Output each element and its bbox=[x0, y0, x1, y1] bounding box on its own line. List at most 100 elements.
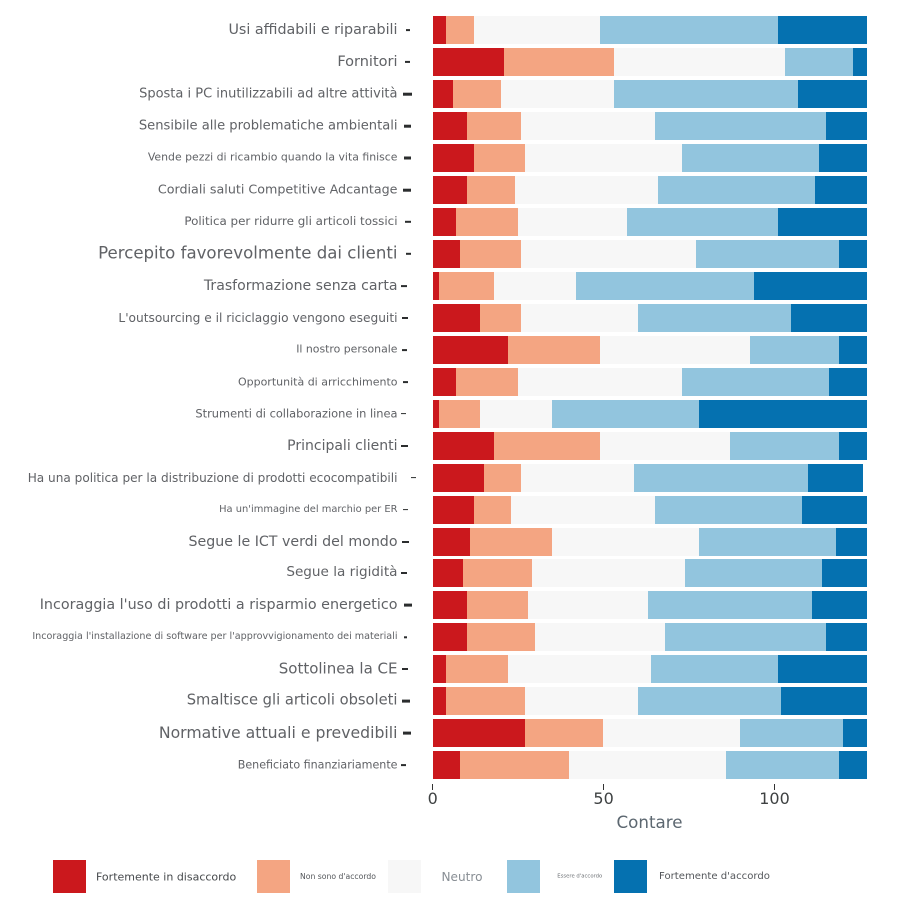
bar-segment[interactable] bbox=[740, 719, 843, 748]
bar-segment[interactable] bbox=[432, 719, 525, 748]
bar-segment[interactable] bbox=[524, 687, 638, 716]
bar-segment[interactable] bbox=[456, 208, 518, 236]
bar-segment[interactable] bbox=[517, 208, 628, 236]
bar-segment[interactable] bbox=[473, 144, 525, 173]
bar-segment[interactable] bbox=[599, 335, 751, 364]
bar-segment[interactable] bbox=[432, 176, 467, 205]
bar-segment[interactable] bbox=[494, 431, 600, 460]
bar-segment[interactable] bbox=[432, 80, 453, 109]
bar-segment[interactable] bbox=[466, 176, 515, 205]
bar-segment[interactable] bbox=[637, 687, 782, 716]
bar-segment[interactable] bbox=[446, 16, 474, 45]
bar-segment[interactable] bbox=[446, 655, 508, 684]
bar-segment[interactable] bbox=[432, 208, 457, 236]
bar-segment[interactable] bbox=[432, 271, 440, 300]
bar-segment[interactable] bbox=[439, 271, 495, 300]
bar-segment[interactable] bbox=[808, 463, 864, 492]
bar-segment[interactable] bbox=[480, 399, 553, 428]
bar-segment[interactable] bbox=[815, 176, 867, 205]
bar-segment[interactable] bbox=[811, 591, 867, 620]
bar-segment[interactable] bbox=[685, 559, 823, 588]
bar-segment[interactable] bbox=[521, 303, 638, 332]
bar-segment[interactable] bbox=[466, 591, 529, 620]
bar-segment[interactable] bbox=[432, 239, 460, 268]
bar-segment[interactable] bbox=[456, 367, 518, 396]
bar-segment[interactable] bbox=[726, 751, 840, 780]
bar-segment[interactable] bbox=[483, 463, 522, 492]
bar-segment[interactable] bbox=[432, 144, 474, 173]
bar-segment[interactable] bbox=[839, 431, 867, 460]
bar-segment[interactable] bbox=[569, 751, 727, 780]
bar-segment[interactable] bbox=[750, 335, 840, 364]
bar-segment[interactable] bbox=[500, 80, 614, 109]
bar-segment[interactable] bbox=[654, 112, 826, 141]
legend-swatch[interactable] bbox=[256, 860, 290, 893]
bar-segment[interactable] bbox=[453, 80, 501, 109]
bar-segment[interactable] bbox=[466, 623, 536, 652]
bar-segment[interactable] bbox=[839, 239, 867, 268]
bar-segment[interactable] bbox=[627, 208, 778, 236]
bar-segment[interactable] bbox=[521, 463, 635, 492]
bar-segment[interactable] bbox=[432, 431, 495, 460]
bar-segment[interactable] bbox=[494, 271, 577, 300]
bar-segment[interactable] bbox=[842, 719, 867, 748]
bar-segment[interactable] bbox=[432, 16, 447, 45]
bar-segment[interactable] bbox=[613, 80, 799, 109]
bar-segment[interactable] bbox=[576, 271, 754, 300]
bar-segment[interactable] bbox=[432, 623, 467, 652]
bar-segment[interactable] bbox=[828, 367, 867, 396]
bar-segment[interactable] bbox=[459, 239, 522, 268]
bar-segment[interactable] bbox=[521, 112, 655, 141]
bar-segment[interactable] bbox=[432, 591, 467, 620]
bar-segment[interactable] bbox=[507, 655, 652, 684]
bar-segment[interactable] bbox=[432, 655, 447, 684]
bar-segment[interactable] bbox=[459, 751, 570, 780]
bar-segment[interactable] bbox=[504, 48, 614, 77]
bar-segment[interactable] bbox=[432, 303, 481, 332]
bar-segment[interactable] bbox=[446, 687, 525, 716]
bar-segment[interactable] bbox=[432, 112, 467, 141]
bar-segment[interactable] bbox=[507, 335, 600, 364]
bar-segment[interactable] bbox=[514, 176, 659, 205]
bar-segment[interactable] bbox=[699, 399, 867, 428]
bar-segment[interactable] bbox=[470, 527, 553, 556]
bar-segment[interactable] bbox=[647, 591, 812, 620]
bar-segment[interactable] bbox=[432, 463, 484, 492]
bar-segment[interactable] bbox=[637, 303, 792, 332]
bar-segment[interactable] bbox=[531, 559, 686, 588]
bar-segment[interactable] bbox=[634, 463, 809, 492]
bar-segment[interactable] bbox=[439, 399, 481, 428]
bar-segment[interactable] bbox=[517, 367, 682, 396]
bar-segment[interactable] bbox=[654, 495, 802, 524]
bar-segment[interactable] bbox=[603, 719, 741, 748]
bar-segment[interactable] bbox=[651, 655, 778, 684]
bar-segment[interactable] bbox=[658, 176, 816, 205]
bar-segment[interactable] bbox=[528, 591, 648, 620]
bar-segment[interactable] bbox=[839, 335, 867, 364]
legend-swatch[interactable] bbox=[388, 860, 422, 893]
bar-segment[interactable] bbox=[599, 16, 778, 45]
bar-segment[interactable] bbox=[480, 303, 522, 332]
bar-segment[interactable] bbox=[818, 144, 867, 173]
bar-segment[interactable] bbox=[432, 751, 460, 780]
bar-segment[interactable] bbox=[432, 495, 474, 524]
bar-segment[interactable] bbox=[781, 687, 867, 716]
bar-segment[interactable] bbox=[463, 559, 532, 588]
bar-segment[interactable] bbox=[524, 144, 682, 173]
bar-segment[interactable] bbox=[801, 495, 867, 524]
bar-segment[interactable] bbox=[552, 399, 700, 428]
bar-segment[interactable] bbox=[839, 751, 867, 780]
bar-segment[interactable] bbox=[664, 623, 826, 652]
bar-segment[interactable] bbox=[511, 495, 655, 524]
bar-segment[interactable] bbox=[729, 431, 840, 460]
bar-segment[interactable] bbox=[535, 623, 665, 652]
bar-segment[interactable] bbox=[822, 559, 867, 588]
bar-segment[interactable] bbox=[798, 80, 867, 109]
bar-segment[interactable] bbox=[432, 527, 471, 556]
bar-segment[interactable] bbox=[432, 559, 464, 588]
bar-segment[interactable] bbox=[599, 431, 730, 460]
bar-segment[interactable] bbox=[521, 239, 696, 268]
bar-segment[interactable] bbox=[682, 144, 819, 173]
bar-segment[interactable] bbox=[466, 112, 522, 141]
bar-segment[interactable] bbox=[432, 367, 457, 396]
